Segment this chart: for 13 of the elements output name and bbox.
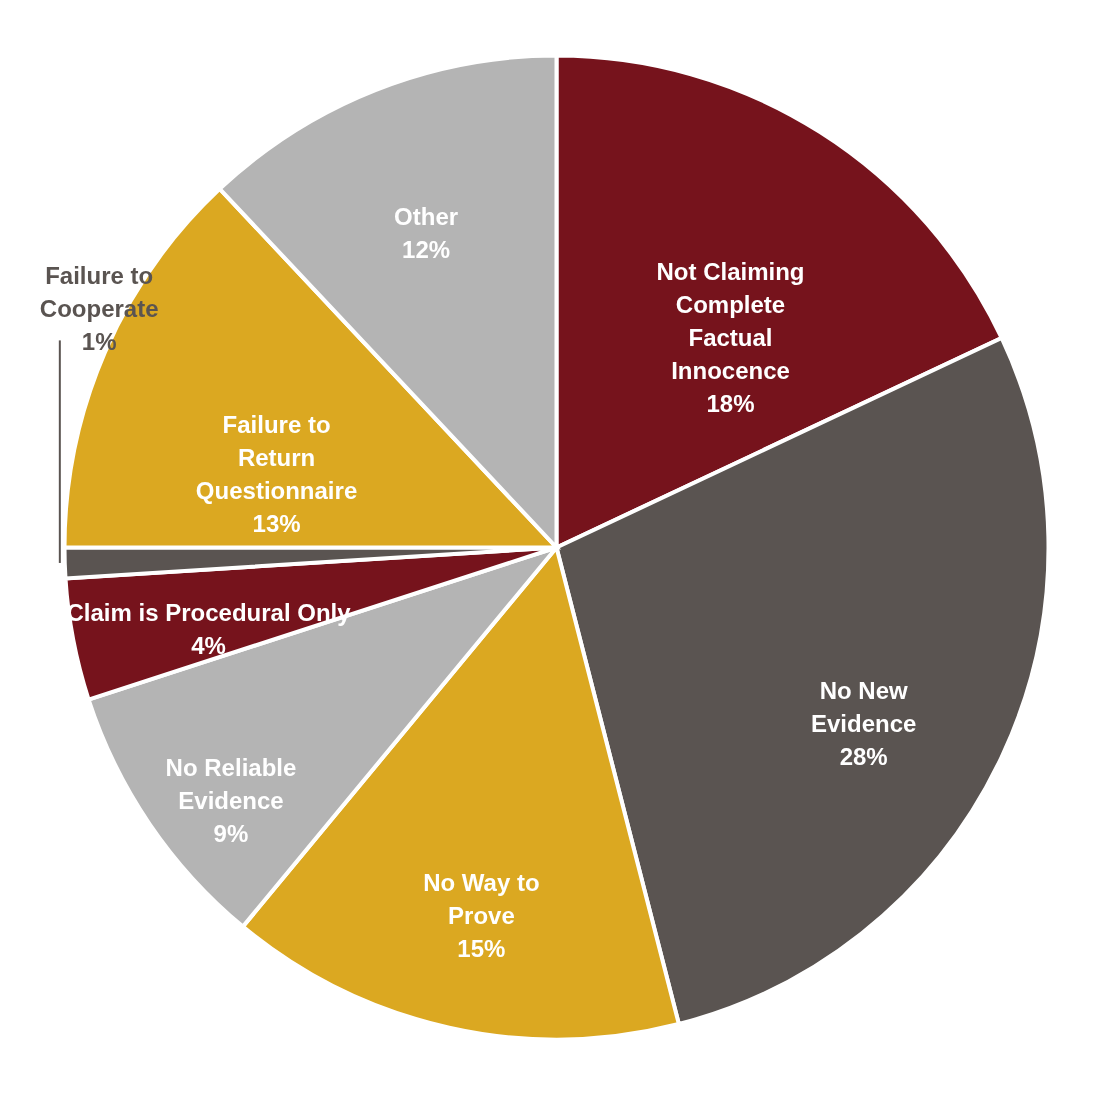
slice-label: Other xyxy=(394,203,459,231)
slice-label: Failure to Return Questionnaire xyxy=(195,411,358,505)
data-label: 12% xyxy=(402,236,451,264)
slice-label: Not Claiming Complete Factual Innocence xyxy=(656,258,805,385)
slice-label: No Reliable Evidence xyxy=(165,753,297,814)
slice-label: No Way to Prove xyxy=(423,868,540,929)
data-label: 15% xyxy=(457,934,506,962)
data-label: 9% xyxy=(213,819,249,847)
data-label: 18% xyxy=(706,390,755,418)
data-label: 4% xyxy=(191,631,226,659)
slice-label: No New Evidence xyxy=(810,677,917,738)
data-label: 28% xyxy=(839,743,888,771)
data-label: 13% xyxy=(252,510,301,538)
